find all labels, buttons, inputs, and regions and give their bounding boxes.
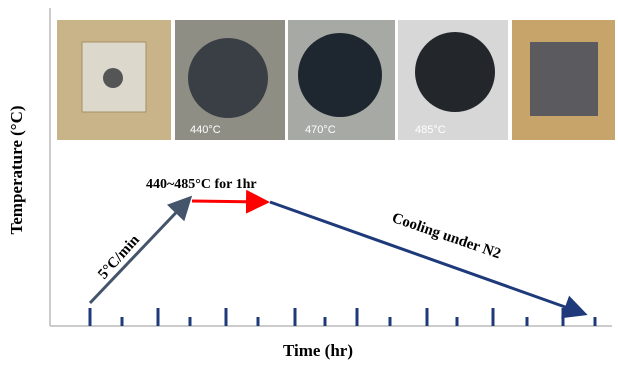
tick xyxy=(562,308,565,326)
tick xyxy=(526,317,529,326)
heating-arrow xyxy=(90,200,188,303)
y-axis-label: Temperature (°C) xyxy=(7,105,26,234)
photo-sample xyxy=(298,33,382,117)
tick xyxy=(225,308,228,326)
hold-arrow xyxy=(192,201,264,202)
segment-label: Cooling under N2 xyxy=(390,210,503,262)
photo-label: 440°C xyxy=(190,124,221,136)
tick xyxy=(594,317,597,326)
diagram: 440°C 470°C 485°C Temperature (°C) Time … xyxy=(0,0,618,366)
tick xyxy=(324,317,327,326)
ticks xyxy=(89,308,597,326)
photo-label: 470°C xyxy=(305,124,336,136)
tick xyxy=(426,308,429,326)
tick xyxy=(89,308,92,326)
photo-sample xyxy=(530,42,598,116)
tick xyxy=(456,317,459,326)
x-axis-label: Time (hr) xyxy=(283,341,353,360)
tick xyxy=(189,317,192,326)
tick xyxy=(257,317,260,326)
tick xyxy=(389,317,392,326)
tick xyxy=(294,308,297,326)
tick xyxy=(492,308,495,326)
cooling-arrow xyxy=(270,202,582,313)
segment-label: 5°C/min xyxy=(95,232,143,283)
tick xyxy=(356,308,359,326)
photo-sample xyxy=(188,38,268,118)
tick xyxy=(157,308,160,326)
photos: 440°C 470°C 485°C xyxy=(57,20,615,140)
tick xyxy=(121,317,124,326)
segment-label: 440~485°C for 1hr xyxy=(146,177,257,192)
photo-label: 485°C xyxy=(415,124,446,136)
photo-sample xyxy=(103,68,123,88)
page: {"axes": {"y_label": "Temperature (°C)",… xyxy=(0,0,618,366)
photo-sample xyxy=(415,32,495,112)
